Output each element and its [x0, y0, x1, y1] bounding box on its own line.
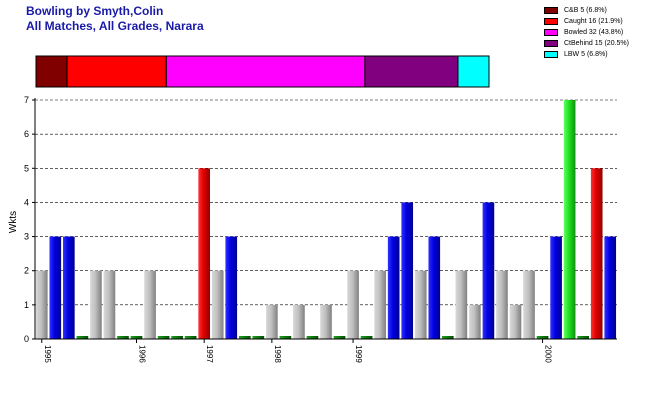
chart-title: Bowling by Smyth,Colin: [26, 4, 164, 18]
bar: [144, 270, 156, 339]
bar: [360, 336, 373, 339]
x-tick-label: 1999: [354, 345, 363, 363]
bar: [374, 270, 386, 339]
bar: [184, 336, 197, 339]
x-tick-label: 1995: [43, 345, 52, 363]
bar: [509, 304, 522, 339]
legend-swatch-lbw: [544, 51, 558, 58]
bar: [279, 336, 292, 339]
bar: [428, 236, 441, 339]
bar: [306, 336, 319, 339]
legend-item-lbw: LBW 5 (6.8%): [544, 49, 648, 60]
bar: [130, 336, 143, 339]
bar: [469, 304, 481, 339]
bar: [333, 336, 346, 339]
bar: [577, 336, 589, 339]
x-tick-label: 1997: [205, 345, 214, 363]
bar: [496, 270, 508, 339]
x-tick-label: 1996: [138, 345, 147, 363]
dismissal-segment-lbw: [457, 55, 490, 88]
y-tick-label: 5: [24, 163, 29, 173]
bar: [157, 336, 170, 339]
y-tick-label: 6: [24, 129, 29, 139]
bar: [523, 270, 535, 339]
bar: [414, 270, 427, 339]
legend-item-cb: C&B 5 (6.8%): [544, 5, 648, 16]
bar: [536, 336, 549, 339]
legend-swatch-caught: [544, 18, 558, 25]
bar: [117, 336, 129, 339]
dismissal-segment-bowled: [165, 55, 366, 88]
legend-label-lbw: LBW 5 (6.8%): [564, 51, 608, 58]
x-tick-label: 2000: [544, 345, 553, 363]
bar: [387, 236, 400, 339]
bar: [171, 336, 183, 339]
bar: [590, 168, 603, 339]
y-tick-label: 0: [24, 334, 29, 344]
legend-item-ctbehind: CtBehind 15 (20.5%): [544, 38, 648, 49]
y-tick-label: 2: [24, 266, 29, 276]
y-tick-label: 1: [24, 300, 29, 310]
bar: [563, 100, 576, 339]
bar: [347, 270, 359, 339]
legend-item-bowled: Bowled 32 (43.8%): [544, 27, 648, 38]
bar: [49, 236, 62, 339]
bar: [320, 304, 332, 339]
bar: [63, 236, 75, 339]
bar: [401, 202, 414, 339]
bar: [293, 304, 305, 339]
bar: [252, 336, 265, 339]
dismissal-segment-cb: [35, 55, 68, 88]
y-tick-label: 3: [24, 232, 29, 242]
legend-label-bowled: Bowled 32 (43.8%): [564, 29, 624, 36]
bar: [198, 168, 211, 339]
bar: [35, 270, 48, 339]
y-tick-label: 7: [24, 95, 29, 105]
legend-label-cb: C&B 5 (6.8%): [564, 7, 607, 14]
x-tick-label: 1998: [273, 345, 282, 363]
bar: [238, 336, 251, 339]
legend-swatch-ctbehind: [544, 40, 558, 47]
bar: [225, 236, 238, 339]
bar: [211, 270, 224, 339]
bar: [76, 336, 89, 339]
dismissal-segment-ctbehind: [364, 55, 459, 88]
legend: C&B 5 (6.8%) Caught 16 (21.9%) Bowled 32…: [544, 5, 648, 60]
bar: [550, 236, 562, 339]
bar: [441, 336, 454, 339]
bar: [482, 202, 495, 339]
legend-swatch-cb: [544, 7, 558, 14]
legend-swatch-bowled: [544, 29, 558, 36]
dismissal-segment-caught: [66, 55, 167, 88]
legend-label-caught: Caught 16 (21.9%): [564, 18, 623, 25]
legend-item-caught: Caught 16 (21.9%): [544, 16, 648, 27]
chart-subtitle: All Matches, All Grades, Narara: [26, 19, 204, 33]
y-tick-label: 4: [24, 197, 29, 207]
bar: [604, 236, 617, 339]
bar: [266, 304, 278, 339]
bar: [455, 270, 468, 339]
y-axis-label: Wkts: [8, 211, 19, 233]
legend-label-ctbehind: CtBehind 15 (20.5%): [564, 40, 629, 47]
bar: [103, 270, 116, 339]
bar: [90, 270, 102, 339]
